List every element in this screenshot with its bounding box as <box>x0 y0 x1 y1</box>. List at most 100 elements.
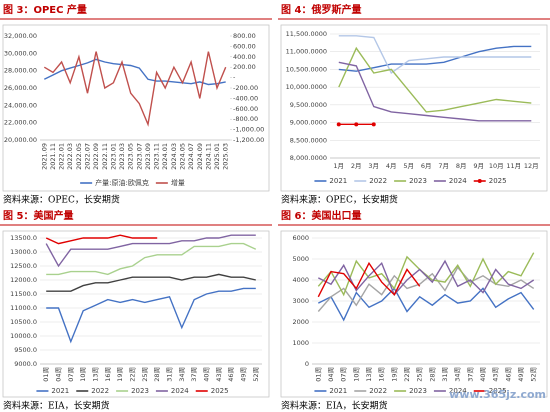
legend-label: 2025 <box>211 387 229 395</box>
legend-label: 2025 <box>489 387 507 395</box>
legend-label: 2024 <box>171 387 189 395</box>
series-line <box>338 35 532 75</box>
x-tick-label: 22周 <box>403 367 411 382</box>
series-line <box>338 61 532 122</box>
y-tick-label: 11,000.0000 <box>286 48 327 56</box>
series-line <box>338 46 532 113</box>
x-tick-label: 11月 <box>506 162 521 170</box>
x-tick-label: 49周 <box>240 367 248 382</box>
x-tick-label: 19周 <box>116 367 124 382</box>
x-tick-label: 1月 <box>333 162 344 170</box>
x-tick-label: 04周 <box>327 367 335 382</box>
series-line <box>45 234 158 245</box>
y-tick-label: 0 <box>305 360 309 368</box>
y-tick-label: 3000 <box>292 297 309 305</box>
y2-tick-label: 600.00 <box>233 42 256 50</box>
x-tick-label: 25周 <box>416 367 424 382</box>
x-tick-label: 43周 <box>492 367 500 382</box>
y2-tick-label: -400.00 <box>233 94 258 102</box>
x-tick-label: 9月 <box>473 162 484 170</box>
y-tick-label: 12500.0 <box>10 262 37 270</box>
y2-tick-label: 200.00 <box>233 63 256 71</box>
x-tick-label: 2023.05 <box>127 143 135 170</box>
x-tick-label: 4月 <box>386 162 397 170</box>
x-tick-label: 34周 <box>454 367 462 382</box>
y-tick-label: 4000 <box>292 276 309 284</box>
legend-label: 2021 <box>329 387 347 395</box>
y-tick-label: 6000 <box>292 234 309 242</box>
x-tick-label: 13周 <box>92 367 100 382</box>
y-tick-label: 1000 <box>292 339 309 347</box>
legend-label: 产量:原油:欧佩克 <box>95 178 149 187</box>
y-tick-label: 5000 <box>292 255 309 263</box>
y-tick-label: 10,000.0000 <box>286 83 327 91</box>
y-tick-label: 11,500.0000 <box>286 30 327 38</box>
series-marker <box>336 122 341 127</box>
x-tick-label: 46周 <box>504 367 512 382</box>
x-tick-label: 19周 <box>390 367 398 382</box>
legend-label: 2024 <box>449 387 467 395</box>
x-tick-label: 40周 <box>203 367 211 382</box>
x-tick-label: 2023.03 <box>118 143 126 170</box>
series-line <box>43 51 227 127</box>
x-tick-label: 40周 <box>479 367 487 382</box>
x-tick-label: 52周 <box>530 367 538 382</box>
x-tick-label: 2025.01 <box>213 143 221 170</box>
y-tick-label: 9000.0 <box>14 360 37 368</box>
source-note: 资料来源：EIA，长安期货 <box>281 400 388 412</box>
y-tick-label: 8,500.0000 <box>290 136 327 144</box>
watermark: www.365jz.com <box>449 388 546 401</box>
x-tick-label: 37周 <box>466 367 474 382</box>
legend-label: 2023 <box>409 177 427 185</box>
series-line <box>317 261 421 298</box>
x-tick-label: 10月 <box>489 162 504 170</box>
series-line <box>317 266 535 312</box>
x-tick-label: 28周 <box>428 367 436 382</box>
y-tick-label: 9,500.0000 <box>290 101 327 109</box>
y-tick-label: 9,000.0000 <box>290 119 327 127</box>
legend-label: 2024 <box>449 177 467 185</box>
y2-tick-label: -600.00 <box>233 105 258 113</box>
x-tick-label: 3月 <box>368 162 379 170</box>
legend-label: 2025 <box>489 177 507 185</box>
x-tick-label: 2023.11 <box>153 143 161 170</box>
x-tick-label: 34周 <box>178 367 186 382</box>
series-line <box>317 287 535 322</box>
legend-label: 2022 <box>369 387 387 395</box>
legend-marker <box>477 179 482 183</box>
y-tick-label: 11500.0 <box>10 290 37 298</box>
series-line <box>46 287 256 344</box>
chart-frame <box>280 230 548 398</box>
x-tick-label: 2024.05 <box>179 143 187 170</box>
x-tick-label: 2024.11 <box>204 143 212 170</box>
y-tick-label: 9500.0 <box>14 346 37 354</box>
y-tick-label: 26,000.00 <box>4 84 37 92</box>
y-tick-label: 22,000.00 <box>4 119 37 127</box>
x-tick-label: 2022.11 <box>101 143 109 170</box>
x-tick-label: 7月 <box>438 162 449 170</box>
x-tick-label: 25周 <box>141 367 149 382</box>
x-tick-label: 5月 <box>403 162 414 170</box>
x-tick-label: 2021.09 <box>40 143 48 170</box>
panel-title: 图 4：俄罗斯产量 <box>281 3 361 16</box>
series-marker <box>354 122 359 127</box>
y-tick-label: 28,000.00 <box>4 67 37 75</box>
x-tick-label: 16周 <box>104 367 112 382</box>
x-tick-label: 07周 <box>340 367 348 382</box>
x-tick-label: 2022.09 <box>92 143 100 170</box>
y2-tick-label: -800.00 <box>233 115 258 123</box>
source-note: 资料来源：OPEC，长安期货 <box>281 194 398 206</box>
y-tick-label: 11000.0 <box>10 304 37 312</box>
x-tick-label: 2023.01 <box>109 143 117 170</box>
x-tick-label: 2024.09 <box>196 143 204 170</box>
x-tick-label: 49周 <box>517 367 525 382</box>
x-tick-label: 37周 <box>190 367 198 382</box>
chart-frame <box>2 230 270 398</box>
x-tick-label: 01周 <box>42 367 50 382</box>
x-tick-label: 2025.03 <box>222 143 230 170</box>
x-tick-label: 52周 <box>252 367 260 382</box>
series-marker <box>371 122 376 127</box>
x-tick-label: 2024.07 <box>187 143 195 170</box>
y-tick-label: 32,000.00 <box>4 32 37 40</box>
